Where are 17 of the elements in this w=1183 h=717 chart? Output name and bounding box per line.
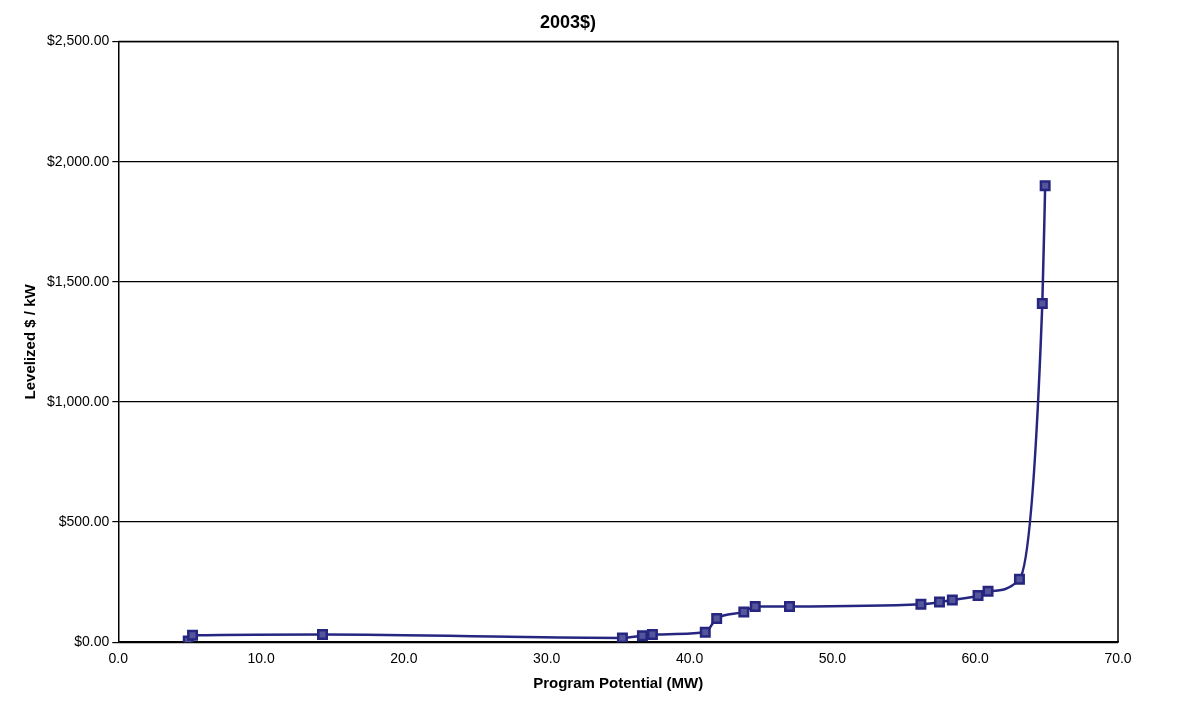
y-axis-title: Levelized $ / kW [21,283,39,400]
x-tick-label: 70.0 [1104,650,1132,667]
y-tick-label: $500.00 [58,512,110,529]
x-tick-label: 50.0 [818,650,847,667]
x-tick-label: 10.0 [247,650,275,667]
y-tick-label: $0.00 [74,633,110,650]
x-tick-label: 40.0 [675,650,704,667]
x-axis-title: Program Potential (MW) [533,674,704,692]
x-tick-label: 60.0 [961,650,990,667]
x-tick-label: 20.0 [390,650,418,667]
chart-title: 2003$) [539,11,597,32]
y-tick-label: $1,000.00 [46,392,110,409]
y-tick-label: $2,000.00 [46,152,110,169]
x-tick-label: 0.0 [108,650,129,667]
y-tick-label: $2,500.00 [46,32,110,49]
x-tick-label: 30.0 [533,650,561,667]
y-tick-label: $1,500.00 [46,272,110,289]
